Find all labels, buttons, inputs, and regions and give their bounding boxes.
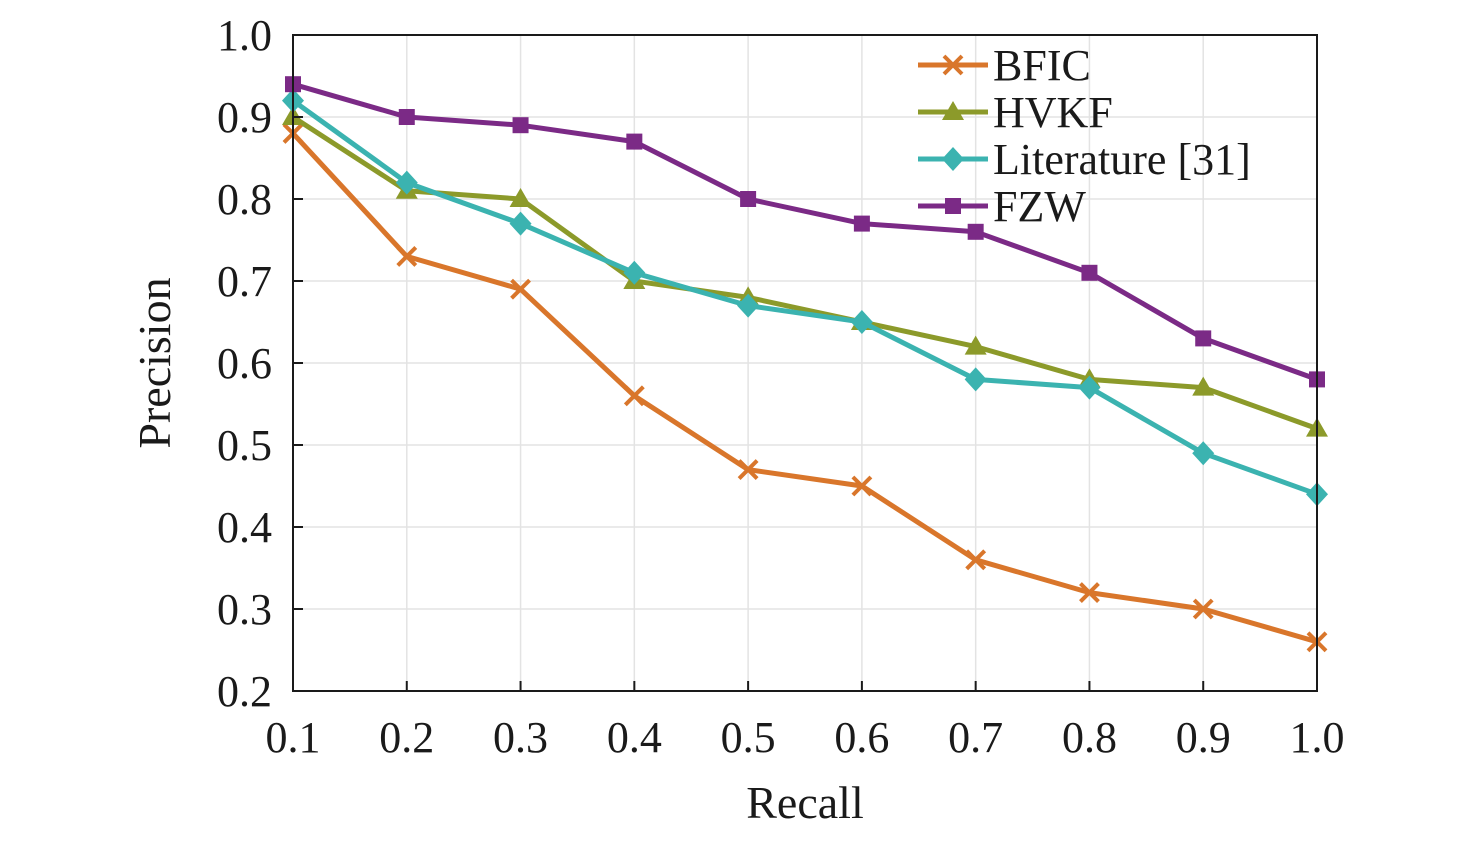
data-point-bfic [1192,598,1214,620]
data-point-literature-31 [964,367,987,392]
data-point-literature-31 [395,170,418,195]
x-tick-label: 0.4 [607,713,662,762]
data-point-fzw [1195,330,1212,347]
legend-label: BFIC [993,41,1091,90]
series-line-bfic [291,131,1318,645]
x-tick-label: 0.3 [493,713,548,762]
y-axis-tick-labels: 0.2 0.3 0.4 0.5 0.6 0.7 0.8 0.9 1.0 [217,11,272,716]
axis-ticks [292,34,1318,692]
y-tick-label: 0.7 [217,257,272,306]
data-point-fzw [626,133,643,150]
y-tick-label: 0.8 [217,175,272,224]
x-tick-label: 0.1 [266,713,321,762]
x-tick-label: 0.2 [379,713,434,762]
y-tick-label: 0.3 [217,585,272,634]
series-literature-31 [282,88,1328,507]
data-point-literature-31 [1192,441,1215,466]
y-tick-label: 0.4 [217,503,272,552]
y-tick-label: 1.0 [217,11,272,60]
data-point-bfic [965,549,987,571]
data-point-bfic [510,278,531,300]
x-axis-tick-labels: 0.1 0.2 0.3 0.4 0.5 0.6 0.7 0.8 0.9 1.0 [266,713,1345,762]
data-point-literature-31 [850,310,873,334]
data-point-fzw [853,215,870,232]
data-point-literature-31 [509,211,532,236]
data-point-literature-31 [623,260,646,285]
x-tick-label: 0.7 [948,713,1003,762]
legend-label: HVKF [993,88,1113,137]
legend-label: FZW [993,182,1086,231]
legend-item-fzw: FZW [918,182,1086,231]
data-point-fzw [740,191,757,207]
data-point-bfic [737,459,759,481]
data-point-literature-31 [737,293,760,318]
legend-marker [942,101,964,120]
x-tick-label: 0.5 [721,713,776,762]
series-line-fzw [292,81,1318,382]
data-point-hvkf [509,188,532,207]
y-axis-label: Precision [129,277,180,448]
series-line-literature-31 [291,98,1318,497]
legend-marker [942,54,964,76]
x-tick-label: 0.9 [1176,713,1231,762]
x-tick-label: 1.0 [1290,713,1345,762]
legend-marker [945,198,961,214]
data-point-literature-31 [1078,375,1101,400]
data-point-fzw [967,223,984,240]
legend-marker [942,147,964,171]
data-point-hvkf [1192,376,1215,396]
legend-label: Literature [31] [993,135,1251,184]
data-point-bfic [396,245,418,267]
y-tick-label: 0.5 [217,421,272,470]
data-point-fzw [398,109,415,125]
data-point-fzw [512,117,529,134]
x-axis-label: Recall [746,777,864,828]
y-tick-label: 0.6 [217,339,272,388]
data-point-bfic [623,385,645,407]
series-line-hvkf [291,114,1318,431]
data-point-bfic [851,475,873,497]
series-fzw [285,76,1325,388]
data-point-fzw [1081,264,1098,281]
data-point-hvkf [964,335,987,355]
grid-lines [293,35,1317,691]
x-tick-label: 0.8 [1062,713,1117,762]
legend-item-literature-31: Literature [31] [918,135,1251,184]
data-point-bfic [1079,582,1100,604]
legend-item-hvkf: HVKF [918,88,1113,137]
series-layer [282,76,1328,653]
legend-item-bfic: BFIC [918,41,1091,90]
y-tick-label: 0.2 [217,667,272,716]
y-tick-label: 0.9 [217,93,272,142]
x-tick-label: 0.6 [834,713,889,762]
